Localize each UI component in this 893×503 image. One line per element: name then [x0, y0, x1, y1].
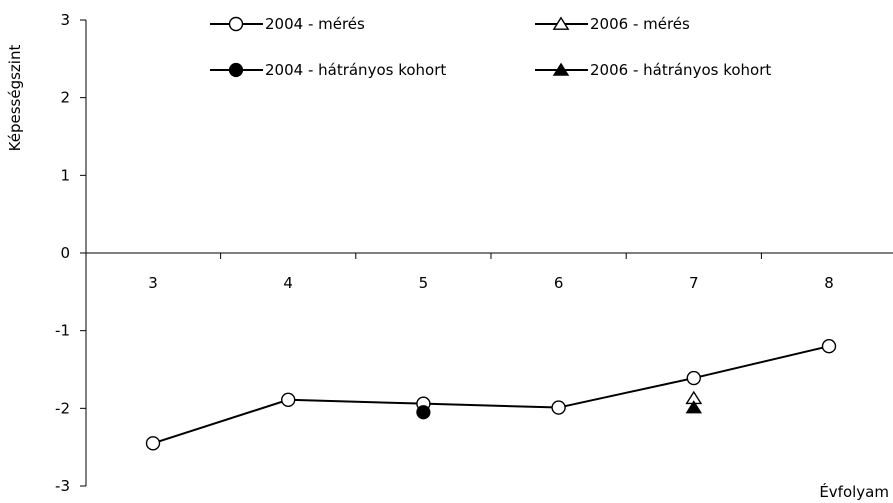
data-point: [821, 339, 837, 354]
y-tick-label: -1: [55, 322, 70, 340]
x-tick-label: 7: [689, 274, 699, 292]
legend-item: 2004 - hátrányos kohort: [210, 61, 446, 79]
x-tick-label: 4: [283, 274, 293, 292]
legend-label: 2006 - hátrányos kohort: [590, 61, 771, 79]
series-line: [152, 345, 830, 445]
y-tick-label: -2: [55, 399, 70, 417]
series-1: [145, 339, 837, 451]
x-axis-title: Évfolyam: [819, 482, 889, 501]
x-tick-label: 8: [824, 274, 834, 292]
y-axis-title: Képességszint: [6, 45, 24, 152]
data-point: [551, 400, 566, 415]
y-tick-label: 2: [60, 89, 70, 107]
x-tick-label: 3: [148, 274, 158, 292]
x-tick-label: 5: [419, 274, 429, 292]
y-tick-label: 3: [60, 11, 70, 29]
y-tick-label: -3: [55, 477, 70, 495]
y-tick-label: 0: [60, 244, 70, 262]
data-point: [686, 370, 701, 386]
legend-item: 2006 - mérés: [535, 15, 690, 33]
x-tick-label: 6: [554, 274, 564, 292]
data-point: [416, 405, 431, 420]
data-point: [145, 436, 161, 451]
legend-marker: [228, 16, 244, 32]
axes: 3 2 1 0 -1 -2 -3 3 4 5 6 7 8: [55, 11, 893, 495]
y-tick-label: 1: [60, 166, 70, 184]
legend-label: 2006 - mérés: [590, 15, 690, 33]
series-3: [416, 405, 431, 420]
legend-item: 2006 - hátrányos kohort: [535, 61, 771, 79]
legend: 2004 - mérés 2006 - mérés 2004 - hátrányos…: [210, 15, 771, 79]
legend-marker: [228, 62, 244, 78]
legend-item: 2004 - mérés: [210, 15, 365, 33]
series-layer: [145, 339, 837, 451]
series-4: [685, 400, 703, 414]
legend-label: 2004 - hátrányos kohort: [265, 61, 446, 79]
data-point: [685, 400, 703, 414]
legend-marker: [552, 16, 570, 30]
legend-marker: [552, 62, 570, 76]
legend-label: 2004 - mérés: [265, 15, 365, 33]
data-point: [281, 392, 296, 407]
